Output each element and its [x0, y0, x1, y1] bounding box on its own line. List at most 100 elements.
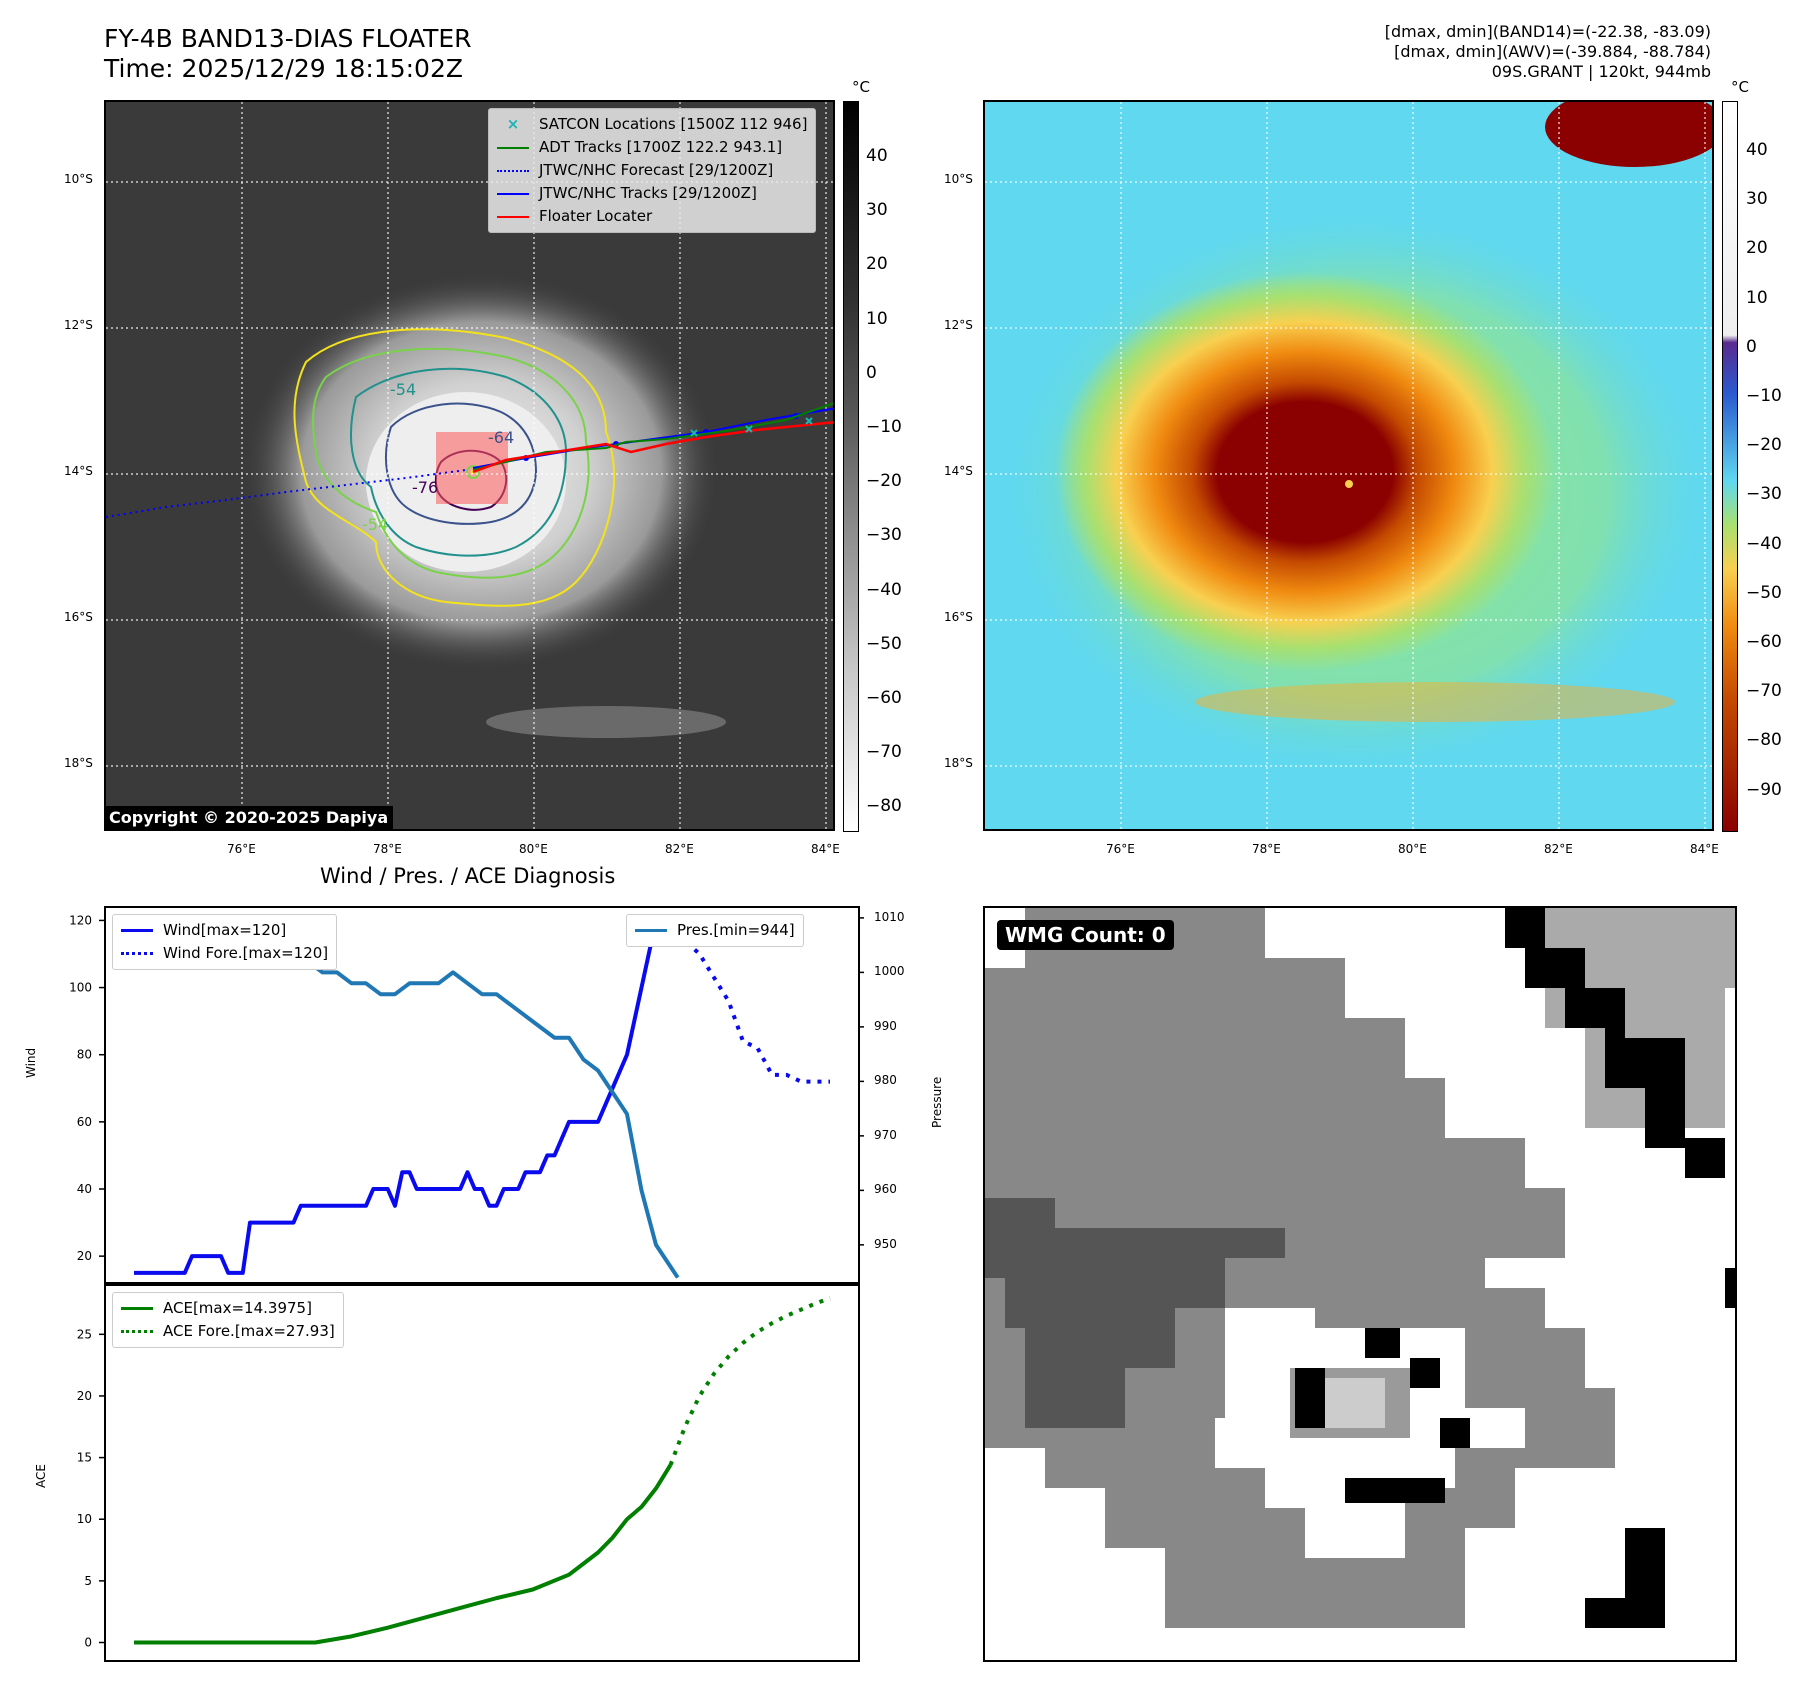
legend-item-ace: ACE[max=14.3975] [121, 1297, 335, 1320]
floater-line-icon [497, 215, 529, 218]
legend-label-pressure: Pres.[min=944] [677, 921, 795, 939]
contour-label-2: -64 [488, 428, 515, 447]
color-lat-label-18s: 18°S [944, 756, 973, 770]
y-tick-label: 25 [77, 1327, 92, 1341]
color-colorbar-tick-label: 10 [1746, 287, 1768, 308]
y2-tick-label: 990 [874, 1018, 897, 1033]
legend-label-wind-forecast: Wind Fore.[max=120] [163, 944, 329, 962]
color-lat-label-14s: 14°S [944, 464, 973, 478]
info-line-2: [dmax, dmin](AWV)=(-39.884, -88.784) [1394, 42, 1711, 61]
color-lat-label-16s: 16°S [944, 610, 973, 624]
legend-label-ace-forecast: ACE Fore.[max=27.93] [163, 1322, 335, 1340]
ir-lon-label-80e: 80°E [519, 842, 548, 856]
ace-line-icon [121, 1307, 153, 1310]
color-lon-label-78e: 78°E [1252, 842, 1281, 856]
legend-item-floater: Floater Locater [497, 205, 807, 228]
figure-title: FY-4B BAND13-DIAS FLOATER Time: 2025/12/… [104, 24, 472, 84]
y-tick-label: 100 [69, 981, 92, 995]
color-colorbar-tick-label: −90 [1746, 779, 1782, 800]
color-colorbar-tick-label: 0 [1746, 336, 1757, 357]
ir-lat-label-18s: 18°S [64, 756, 93, 770]
ir-colorbar-tick-label: 10 [866, 308, 888, 329]
y2-tick-label: 1010 [874, 909, 905, 924]
y-tick-label: 80 [77, 1048, 92, 1062]
ir-map-image [106, 102, 833, 829]
ir-colorbar-tick-label: −70 [866, 742, 902, 763]
y-tick-label: 20 [77, 1389, 92, 1403]
copyright-badge: Copyright © 2020-2025 Dapiya [104, 806, 394, 829]
ace-forecast-line-icon [121, 1330, 153, 1333]
ir-colorbar-tick-label: −60 [866, 688, 902, 708]
ir-colorbar-tick-label: 40 [866, 146, 888, 166]
ir-colorbar-tick-label: −10 [866, 417, 902, 437]
legend-item-jtwc-forecast: JTWC/NHC Forecast [29/1200Z] [497, 159, 807, 182]
color-colorbar-tick-label: −60 [1746, 632, 1782, 652]
y2-tick-label: 980 [874, 1073, 897, 1088]
color-colorbar-tick-label: −80 [1746, 730, 1782, 751]
track-line-icon [497, 192, 529, 195]
y2-tick-label: 970 [874, 1127, 897, 1142]
color-lon-label-80e: 80°E [1398, 842, 1427, 856]
y-tick-label: 60 [77, 1115, 92, 1129]
ir-lon-label-84e: 84°E [811, 842, 840, 856]
ir-colorbar-tick-label: −40 [866, 579, 902, 600]
legend-item-wind: Wind[max=120] [121, 919, 328, 942]
ir-colorbar-unit: °C [852, 78, 870, 96]
ir-lon-label-82e: 82°E [665, 842, 694, 856]
wmg-image [985, 908, 1735, 1628]
contour-label-1: -54 [390, 380, 417, 399]
ir-lon-label-78e: 78°E [373, 842, 402, 856]
satcon-marker-icon: × [506, 115, 520, 133]
legend-item-jtwc-tracks: JTWC/NHC Tracks [29/1200Z] [497, 182, 807, 205]
color-colorbar [1722, 101, 1738, 832]
y-tick-label: 120 [69, 913, 92, 927]
ir-lat-label-10s: 10°S [64, 172, 93, 186]
color-colorbar-tick-label: −10 [1746, 386, 1782, 406]
series-line-1 [669, 925, 830, 1084]
series-line-0 [134, 1463, 673, 1645]
y-tick-label: 5 [84, 1574, 92, 1588]
series-line-0 [134, 918, 678, 1275]
ir-colorbar-tick-label: 30 [866, 200, 888, 221]
ir-lat-label-12s: 12°S [64, 318, 93, 332]
figure-info: [dmax, dmin](BAND14)=(-22.38, -83.09) [d… [1385, 22, 1711, 82]
color-lon-label-82e: 82°E [1544, 842, 1573, 856]
ir-lat-label-16s: 16°S [64, 610, 93, 624]
legend-label-floater: Floater Locater [539, 207, 653, 225]
color-lon-label-76e: 76°E [1106, 842, 1135, 856]
wind-axis-label: Wind [24, 1047, 38, 1078]
legend-label-jtwc-forecast: JTWC/NHC Forecast [29/1200Z] [539, 161, 774, 179]
color-lat-label-12s: 12°S [944, 318, 973, 332]
ace-legend: ACE[max=14.3975] ACE Fore.[max=27.93] [112, 1292, 344, 1348]
adt-line-icon [497, 146, 529, 149]
ir-colorbar-tick-label: −80 [866, 796, 902, 817]
title-line-1: FY-4B BAND13-DIAS FLOATER [104, 24, 472, 53]
ir-colorbar-tick-label: 20 [866, 254, 888, 275]
ir-colorbar-tick-label: −30 [866, 525, 902, 546]
legend-item-ace-forecast: ACE Fore.[max=27.93] [121, 1320, 335, 1343]
color-map-panel [983, 100, 1714, 831]
color-colorbar-unit: °C [1731, 78, 1749, 96]
color-colorbar-tick-label: −30 [1746, 484, 1782, 505]
wmg-count-badge: WMG Count: 0 [997, 920, 1174, 950]
color-colorbar-tick-label: −70 [1746, 681, 1782, 702]
legend-label-ace: ACE[max=14.3975] [163, 1299, 312, 1317]
legend-label-adt: ADT Tracks [1700Z 122.2 943.1] [539, 138, 783, 156]
color-colorbar-tick-label: −20 [1746, 435, 1782, 456]
wmg-panel [983, 906, 1737, 1662]
ir-lat-label-14s: 14°S [64, 464, 93, 478]
legend-item-adt: ADT Tracks [1700Z 122.2 943.1] [497, 136, 807, 159]
wind-forecast-line-icon [121, 952, 153, 955]
wind-legend: Wind[max=120] Wind Fore.[max=120] [112, 914, 338, 970]
ir-colorbar [843, 101, 859, 832]
color-colorbar-tick-label: −50 [1746, 582, 1782, 603]
series-line-1 [668, 1296, 831, 1466]
legend-label-wind: Wind[max=120] [163, 921, 287, 939]
title-line-2: Time: 2025/12/29 18:15:02Z [104, 54, 463, 83]
info-line-1: [dmax, dmin](BAND14)=(-22.38, -83.09) [1384, 22, 1711, 41]
color-map-image [985, 102, 1712, 829]
y-tick-label: 20 [77, 1249, 92, 1263]
ir-colorbar-tick-label: 0 [866, 362, 877, 383]
pressure-line-icon [635, 929, 667, 932]
ir-map-panel [104, 100, 835, 831]
